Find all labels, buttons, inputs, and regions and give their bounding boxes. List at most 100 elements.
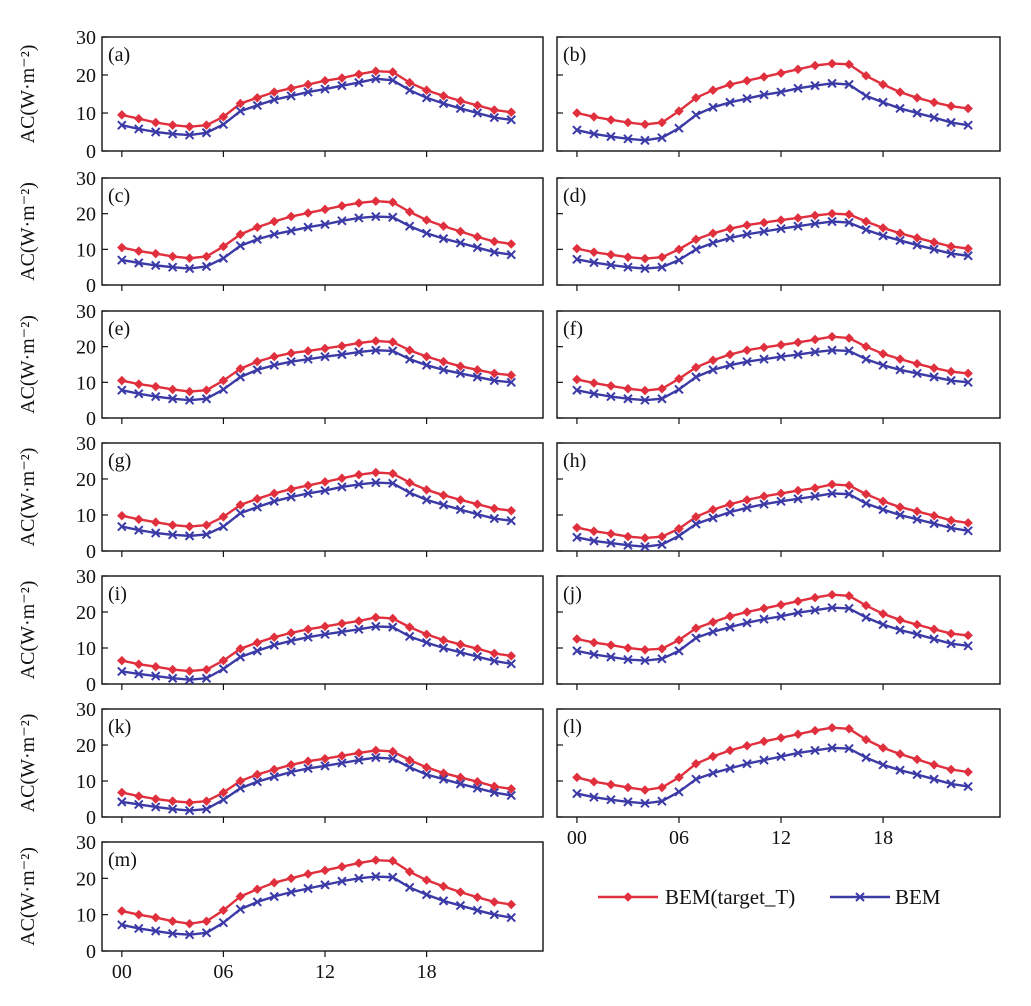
data-point <box>150 528 161 538</box>
data-point <box>674 123 684 133</box>
data-point <box>895 354 905 364</box>
data-point <box>218 795 229 805</box>
cross-stroke <box>117 666 127 677</box>
data-point <box>218 787 229 798</box>
data-point <box>303 632 313 642</box>
series-bem-target-t <box>117 467 517 532</box>
data-point <box>742 607 752 617</box>
series-line <box>121 858 512 925</box>
cross-stroke <box>572 254 582 265</box>
cross-stroke <box>235 652 246 662</box>
cross-stroke <box>134 669 144 679</box>
cross-stroke <box>404 631 415 642</box>
data-point <box>657 643 667 654</box>
data-point <box>388 622 398 632</box>
data-point <box>388 212 398 222</box>
cross-stroke <box>929 518 939 529</box>
data-point <box>810 347 820 357</box>
data-point <box>963 641 973 651</box>
y-tick-label: 20 <box>76 602 96 624</box>
cross-stroke <box>708 513 718 523</box>
data-point <box>388 75 398 86</box>
cross-stroke <box>691 372 701 382</box>
data-point <box>844 59 854 70</box>
y-axis-label: AC(W·m⁻²) <box>17 714 39 813</box>
data-point <box>793 213 803 223</box>
series-line <box>576 212 969 260</box>
data-point <box>912 240 922 250</box>
cross-stroke <box>793 494 803 504</box>
data-point <box>929 363 939 373</box>
cross-stroke <box>150 391 161 402</box>
data-point <box>793 337 803 348</box>
data-point <box>286 484 296 494</box>
cross-stroke <box>438 643 449 653</box>
data-point <box>506 377 516 388</box>
data-point <box>201 529 212 540</box>
data-point <box>929 237 939 247</box>
cross-stroke <box>776 611 786 622</box>
cross-stroke <box>793 349 803 360</box>
data-point <box>201 120 212 130</box>
data-point <box>167 928 178 939</box>
data-point <box>589 649 599 660</box>
y-axis-label: AC(W·m⁻²) <box>17 448 39 547</box>
data-point <box>167 530 178 540</box>
y-tick-label: 0 <box>86 408 96 430</box>
cross-stroke <box>895 103 905 114</box>
data-point <box>708 617 718 627</box>
cross-stroke <box>963 377 973 388</box>
cross-stroke <box>895 365 905 375</box>
data-point <box>455 103 466 114</box>
cross-stroke <box>269 891 279 902</box>
data-point <box>337 751 347 761</box>
cross-stroke <box>421 93 432 103</box>
cross-stroke <box>963 526 973 536</box>
series-line <box>576 593 969 651</box>
data-point <box>657 394 667 404</box>
data-point <box>725 763 735 774</box>
y-tick-label: 0 <box>86 275 96 297</box>
data-point <box>861 216 871 227</box>
cross-stroke <box>235 783 246 793</box>
data-point <box>134 124 144 134</box>
data-point <box>506 239 517 249</box>
data-point <box>742 220 752 230</box>
data-point <box>691 244 701 255</box>
cross-stroke <box>844 743 854 754</box>
data-point <box>691 519 701 529</box>
data-point <box>895 765 905 775</box>
data-point <box>878 79 888 90</box>
data-point <box>438 643 449 653</box>
cross-stroke <box>286 226 296 236</box>
data-point <box>912 769 922 780</box>
data-point <box>506 107 517 118</box>
cross-stroke <box>269 360 279 370</box>
legend-marker <box>623 892 633 902</box>
panel-frame <box>101 442 544 552</box>
data-point <box>606 381 616 391</box>
cross-stroke <box>708 102 718 113</box>
cross-stroke <box>674 646 684 656</box>
data-point <box>674 374 684 384</box>
cross-stroke <box>759 755 769 765</box>
cross-stroke <box>472 651 483 662</box>
y-tick-label: 0 <box>86 807 96 829</box>
data-point <box>861 734 871 745</box>
data-point <box>657 262 667 272</box>
cross-stroke <box>506 790 516 801</box>
y-tick-label: 30 <box>76 832 96 854</box>
data-point <box>320 84 330 94</box>
data-point <box>184 121 195 132</box>
data-point <box>371 745 381 756</box>
data-point <box>150 381 161 392</box>
data-point <box>472 499 483 509</box>
data-point <box>150 671 161 681</box>
data-point <box>388 753 398 764</box>
data-point <box>759 603 769 614</box>
series-bem <box>572 488 973 552</box>
cross-stroke <box>793 608 803 618</box>
y-tick-label: 0 <box>86 674 96 696</box>
series-bem-target-t <box>572 331 973 396</box>
data-point <box>946 779 956 789</box>
